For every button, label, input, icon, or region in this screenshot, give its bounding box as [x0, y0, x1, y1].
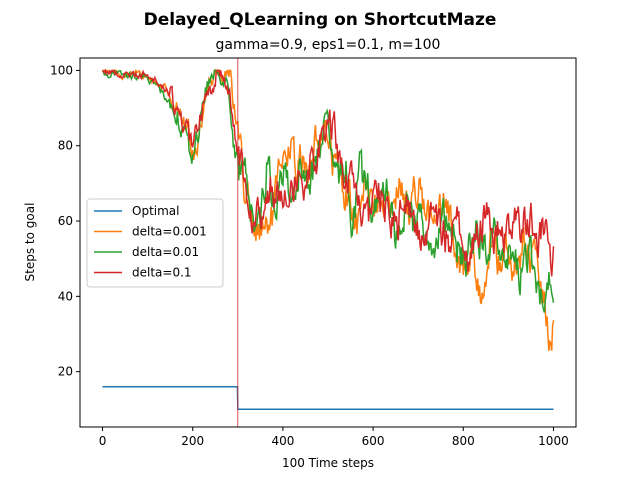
- x-tick-label: 400: [271, 434, 294, 448]
- chart-subtitle: gamma=0.9, eps1=0.1, m=100: [216, 37, 441, 53]
- plot-area: [101, 58, 555, 427]
- legend: Optimal delta=0.001 delta=0.01 delta=0.1: [86, 198, 224, 288]
- x-tick-label: 800: [452, 434, 475, 448]
- chart-title: Delayed_QLearning on ShortcutMaze: [144, 10, 497, 30]
- y-tick-label: 20: [58, 365, 73, 379]
- series-line-delta-0-1: [101, 68, 555, 277]
- legend-label: Optimal: [132, 204, 179, 218]
- x-tick-label: 200: [181, 434, 204, 448]
- legend-box: [86, 198, 224, 288]
- y-axis: 20 40 60 80 100: [50, 63, 80, 379]
- x-axis-label: 100 Time steps: [282, 456, 374, 470]
- x-axis: 0 200 400 600 800 1000: [99, 427, 569, 448]
- x-tick-label: 0: [99, 434, 107, 448]
- y-tick-label: 80: [58, 139, 73, 153]
- y-tick-label: 40: [58, 289, 73, 303]
- y-axis-label: Steps to goal: [23, 203, 37, 282]
- axes-frame: [79, 57, 577, 428]
- legend-label: delta=0.1: [132, 266, 192, 280]
- y-tick-label: 60: [58, 214, 73, 228]
- x-tick-label: 600: [362, 434, 385, 448]
- series-line-optimal: [102, 385, 554, 411]
- legend-label: delta=0.001: [132, 225, 207, 239]
- legend-label: delta=0.01: [132, 245, 199, 259]
- y-tick-label: 100: [50, 63, 73, 77]
- x-tick-label: 1000: [538, 434, 569, 448]
